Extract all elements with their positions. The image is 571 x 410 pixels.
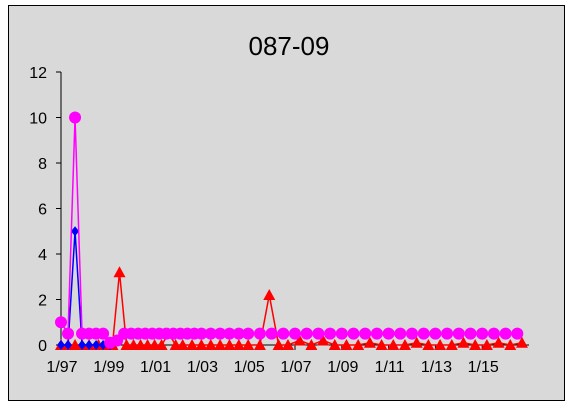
x-tick-label: 1/07 bbox=[280, 359, 311, 376]
data-point bbox=[336, 328, 348, 340]
x-tick-label: 1/01 bbox=[140, 359, 171, 376]
series-line bbox=[61, 118, 517, 343]
data-point bbox=[371, 328, 383, 340]
x-tick-label: 1/97 bbox=[46, 359, 77, 376]
x-tick-label: 1/99 bbox=[93, 359, 124, 376]
y-tick-label: 2 bbox=[38, 293, 47, 310]
x-tick-label: 1/11 bbox=[375, 359, 405, 376]
data-point bbox=[254, 328, 266, 340]
data-point bbox=[55, 316, 67, 328]
x-tick-label: 1/15 bbox=[468, 359, 499, 376]
y-tick-label: 10 bbox=[29, 111, 47, 128]
data-point bbox=[441, 328, 453, 340]
y-tick-label: 4 bbox=[38, 247, 47, 264]
data-point bbox=[511, 328, 523, 340]
data-point bbox=[301, 328, 313, 340]
data-point bbox=[114, 266, 126, 277]
data-point bbox=[348, 328, 360, 340]
data-point bbox=[277, 328, 289, 340]
data-point bbox=[359, 328, 371, 340]
data-point bbox=[242, 328, 254, 340]
data-point bbox=[488, 328, 500, 340]
data-point bbox=[324, 328, 336, 340]
data-point bbox=[453, 328, 465, 340]
data-point bbox=[465, 328, 477, 340]
line-chart: 087-09 0 2 4 6 8 10 12 1/97 1/99 1/01 1/03 1/05 1/07… bbox=[9, 6, 564, 400]
data-point bbox=[71, 226, 79, 236]
data-point bbox=[383, 328, 395, 340]
data-point bbox=[500, 328, 512, 340]
data-point bbox=[263, 289, 275, 300]
data-point bbox=[289, 328, 301, 340]
y-tick-label: 12 bbox=[29, 65, 47, 82]
data-point bbox=[312, 328, 324, 340]
x-tick-label: 1/09 bbox=[327, 359, 358, 376]
data-point bbox=[62, 328, 74, 340]
data-point bbox=[406, 328, 418, 340]
y-tick-label: 6 bbox=[38, 202, 47, 219]
y-tick-label: 8 bbox=[38, 156, 47, 173]
x-tick-label: 1/03 bbox=[187, 359, 218, 376]
data-point bbox=[476, 328, 488, 340]
data-point bbox=[394, 328, 406, 340]
chart-frame: 087-09 0 2 4 6 8 10 12 1/97 1/99 1/01 1/03 1/05 1/07… bbox=[8, 5, 565, 401]
y-tick-label: 0 bbox=[38, 338, 47, 355]
data-point bbox=[418, 328, 430, 340]
x-tick-label: 1/13 bbox=[421, 359, 452, 376]
data-point bbox=[266, 328, 278, 340]
data-point bbox=[429, 328, 441, 340]
x-tick-label: 1/05 bbox=[234, 359, 265, 376]
data-point bbox=[69, 112, 81, 124]
chart-title: 087-09 bbox=[249, 31, 330, 61]
series-marks bbox=[55, 112, 528, 351]
